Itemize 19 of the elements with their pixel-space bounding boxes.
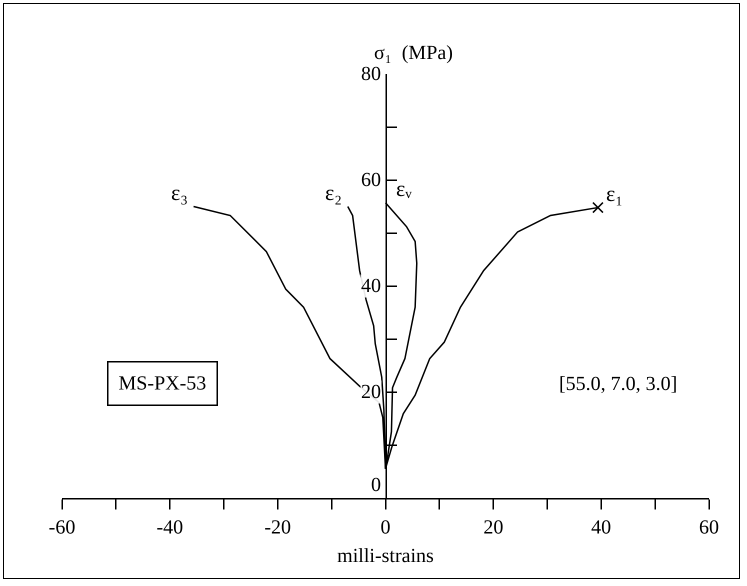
series-label: ε₂ bbox=[325, 180, 342, 205]
y-tick-label: 20 bbox=[361, 381, 381, 403]
x-tick-label: 40 bbox=[591, 516, 612, 538]
y-tick-label: 0 bbox=[371, 474, 381, 496]
annotation: MS-PX-53 bbox=[118, 372, 206, 394]
y-tick-label: 80 bbox=[361, 63, 381, 85]
series-label: ε₃ bbox=[171, 180, 188, 205]
annotation: [55.0, 7.0, 3.0] bbox=[559, 373, 678, 395]
x-tick-label: -40 bbox=[156, 516, 184, 538]
y-axis-title: σ₁ (MPa) bbox=[374, 42, 453, 64]
x-tick-label: -60 bbox=[48, 516, 76, 538]
x-tick-label: -20 bbox=[264, 516, 292, 538]
y-tick-label: 40 bbox=[361, 275, 381, 297]
series-label: εᵥ bbox=[396, 176, 412, 201]
x-tick-label: 20 bbox=[483, 516, 504, 538]
y-tick-label: 60 bbox=[361, 169, 381, 191]
series-label: ε₁ bbox=[606, 181, 623, 206]
x-axis-title: milli-strains bbox=[337, 544, 434, 567]
x-tick-label: 60 bbox=[699, 516, 719, 538]
